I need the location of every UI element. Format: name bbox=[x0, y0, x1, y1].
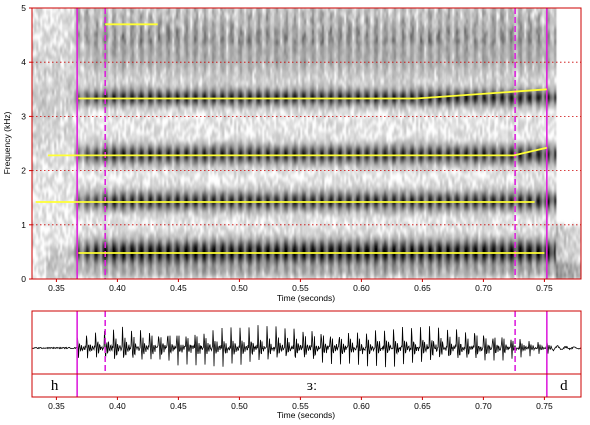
spectrogram-x-axis-title: Time (seconds) bbox=[277, 293, 335, 303]
waveform-x-axis-title: Time (seconds) bbox=[277, 410, 335, 420]
x-tick-label: 0.70 bbox=[475, 401, 492, 411]
segment-label-1: ɜː bbox=[307, 378, 317, 394]
x-tick-label: 0.45 bbox=[170, 401, 187, 411]
x-tick-label: 0.45 bbox=[170, 283, 187, 293]
x-tick-label: 0.75 bbox=[536, 283, 553, 293]
segment-label-2: d bbox=[560, 378, 568, 394]
y-tick-label: 5 bbox=[21, 3, 26, 13]
y-tick-label: 2 bbox=[21, 166, 26, 176]
waveform-time-axis: 0.35 0.40 0.45 0.50 0.55 0.60 0.65 0.70 0.75 bbox=[48, 397, 553, 411]
segment-label-0: h bbox=[51, 378, 59, 394]
x-tick-label: 0.40 bbox=[109, 283, 126, 293]
x-tick-label: 0.55 bbox=[292, 283, 309, 293]
x-tick-label: 0.50 bbox=[231, 283, 248, 293]
waveform-panel: h ɜː d 0.35 0.40 0.45 0.50 0.55 0.60 0.65 0.70 0.7… bbox=[32, 311, 581, 420]
x-tick-label: 0.40 bbox=[109, 401, 126, 411]
x-tick-label: 0.35 bbox=[48, 401, 65, 411]
x-tick-label: 0.75 bbox=[536, 401, 553, 411]
frequency-axis: 0 1 2 3 4 5 bbox=[21, 3, 32, 284]
x-tick-label: 0.65 bbox=[414, 283, 431, 293]
y-tick-label: 0 bbox=[21, 274, 26, 284]
y-tick-label: 1 bbox=[21, 220, 26, 230]
x-tick-label: 0.60 bbox=[353, 401, 370, 411]
y-tick-label: 3 bbox=[21, 111, 26, 121]
spectrogram-energy bbox=[32, 5, 582, 279]
spectrogram-y-axis-title: Frequency (kHz) bbox=[2, 111, 12, 174]
x-tick-label: 0.70 bbox=[475, 283, 492, 293]
y-tick-label: 4 bbox=[21, 57, 26, 67]
x-tick-label: 0.50 bbox=[231, 401, 248, 411]
spectrogram-time-axis: 0.35 0.40 0.45 0.50 0.55 0.60 0.65 0.70 0.75 bbox=[48, 279, 553, 293]
x-tick-label: 0.35 bbox=[48, 283, 65, 293]
x-tick-label: 0.60 bbox=[353, 283, 370, 293]
x-tick-label: 0.65 bbox=[414, 401, 431, 411]
